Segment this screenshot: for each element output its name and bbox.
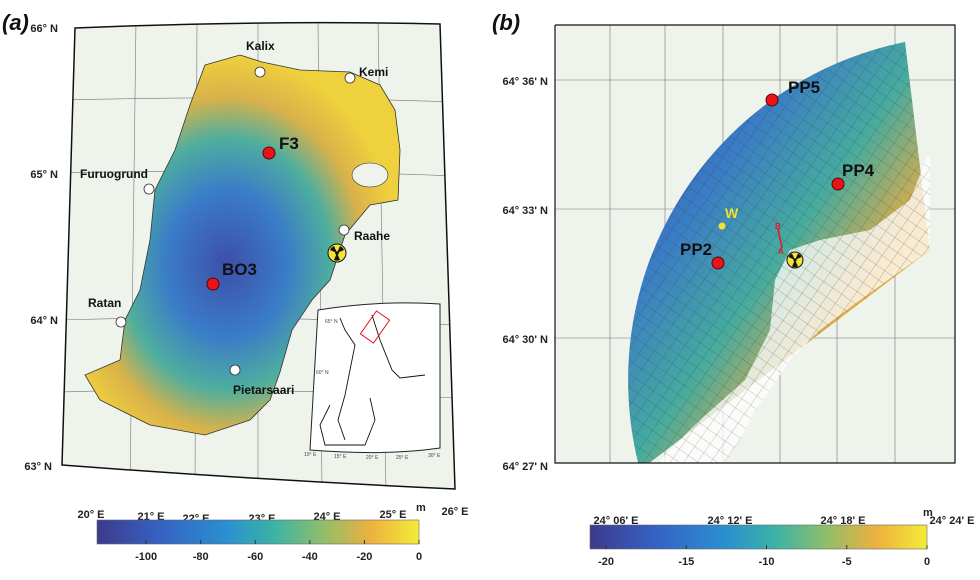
- panel-b-map: [555, 25, 955, 463]
- station-label-f3: F3: [279, 134, 299, 153]
- lat-tick: 64° 36' N: [502, 76, 548, 88]
- marker-w-label: W: [725, 205, 739, 221]
- nuclear-plant-icon: [327, 243, 347, 263]
- lon-tick: 20° E: [77, 509, 104, 521]
- site-label-pietarsaari: Pietarsaari: [233, 383, 294, 397]
- lon-tick: 26° E: [441, 506, 468, 518]
- site-marker-kemi: [344, 72, 356, 84]
- site-marker-furuogrund: [143, 183, 155, 195]
- transect-ab-line: [777, 228, 783, 249]
- station-label-pp2: PP2: [680, 240, 712, 259]
- station-label-pp4: PP4: [842, 161, 875, 180]
- inset-lon-tick: 10° E: [304, 452, 317, 458]
- colorbar-tick-label: 0: [924, 556, 930, 568]
- colorbar-tick-label: -5: [842, 556, 852, 568]
- site-marker-raahe: [338, 224, 350, 236]
- colorbar-tick-label: -20: [598, 556, 614, 568]
- marker-w: [718, 222, 726, 230]
- colorbar-b: m -20 -15 -10 -5 0: [589, 507, 933, 568]
- nuclear-plant-icon: [786, 251, 804, 269]
- lat-tick: 66° N: [30, 23, 58, 35]
- site-marker-ratan: [115, 316, 127, 328]
- station-label-bo3: BO3: [222, 260, 257, 279]
- site-markers: [115, 66, 356, 376]
- lat-tick: 64° N: [30, 315, 58, 327]
- site-label-furuogrund: Furuogrund: [80, 167, 148, 181]
- lat-tick: 64° 27' N: [502, 461, 548, 473]
- panel-a: (a) 66° N 65° N 64° N 63° N 20° E 21° E …: [2, 10, 469, 563]
- inset-lon-tick: 20° E: [366, 455, 379, 461]
- station-marker-bo3: [206, 277, 220, 291]
- colorbar-tick-label: -10: [759, 556, 775, 568]
- panel-b-lat-ticks: 64° 36' N 64° 33' N 64° 30' N 64° 27' N: [502, 76, 548, 473]
- station-marker-f3: [262, 146, 276, 160]
- inset-lat-tick: 60° N: [316, 370, 329, 376]
- colorbar-b-gradient: [589, 524, 928, 550]
- colorbar-a-unit: m: [416, 502, 426, 514]
- inset-lat-tick: 65° N: [325, 319, 338, 325]
- station-label-pp5: PP5: [788, 78, 820, 97]
- station-marker-pp2: [711, 256, 725, 270]
- colorbar-a-gradient: [96, 519, 420, 545]
- inset-map-baltic: 65° N 60° N 10° E 15° E 20° E 25° E 30° …: [304, 302, 441, 461]
- panel-b-frame: [554, 24, 956, 464]
- colorbar-tick-label: -40: [302, 551, 318, 563]
- site-label-ratan: Ratan: [88, 296, 121, 310]
- site-label-kemi: Kemi: [359, 65, 388, 79]
- station-marker-pp4: [831, 177, 845, 191]
- lat-tick: 64° 30' N: [502, 334, 548, 346]
- colorbar-tick-label: -60: [247, 551, 263, 563]
- colorbar-a: m -100 -80 -60 -40 -20 0: [96, 502, 426, 563]
- colorbar-tick-label: 0: [416, 551, 422, 563]
- panel-a-frame: [61, 21, 456, 490]
- panel-a-label: (a): [2, 10, 29, 35]
- panel-b-lon-ticks: 24° 06' E 24° 12' E 24° 18' E 24° 24' E: [594, 515, 975, 527]
- lat-tick: 63° N: [24, 461, 52, 473]
- lat-tick: 64° 33' N: [502, 205, 548, 217]
- marker-a-label: A: [778, 247, 784, 256]
- colorbar-tick-label: -15: [678, 556, 694, 568]
- colorbar-b-unit: m: [923, 507, 933, 519]
- gulf-of-bothnia-bathymetry: [84, 54, 401, 436]
- colorbar-tick-label: -80: [193, 551, 209, 563]
- inset-lon-tick: 15° E: [334, 454, 347, 460]
- panel-a-map: [62, 22, 455, 490]
- colorbar-tick-label: -20: [356, 551, 372, 563]
- site-label-kalix: Kalix: [246, 39, 275, 53]
- lon-tick: 24° 12' E: [708, 515, 753, 527]
- lon-tick: 25° E: [379, 509, 406, 521]
- inset-lon-tick: 25° E: [396, 455, 409, 461]
- panel-b: (b) 64° 36' N 64° 33' N 64° 30' N 64° 27…: [492, 10, 974, 568]
- site-marker-kalix: [254, 66, 266, 78]
- colorbar-tick-label: -100: [135, 551, 157, 563]
- lon-tick: 24° 18' E: [821, 515, 866, 527]
- station-marker-pp5: [765, 93, 779, 107]
- site-marker-pietarsaari: [229, 364, 241, 376]
- panel-b-label: (b): [492, 10, 520, 35]
- lon-tick: 24° 06' E: [594, 515, 639, 527]
- lat-tick: 65° N: [30, 169, 58, 181]
- inset-lon-tick: 30° E: [428, 453, 441, 459]
- lon-tick: 24° 24' E: [930, 515, 975, 527]
- site-label-raahe: Raahe: [354, 229, 390, 243]
- panel-a-lat-ticks: 66° N 65° N 64° N 63° N: [24, 23, 58, 473]
- marker-b-label: B: [775, 222, 781, 231]
